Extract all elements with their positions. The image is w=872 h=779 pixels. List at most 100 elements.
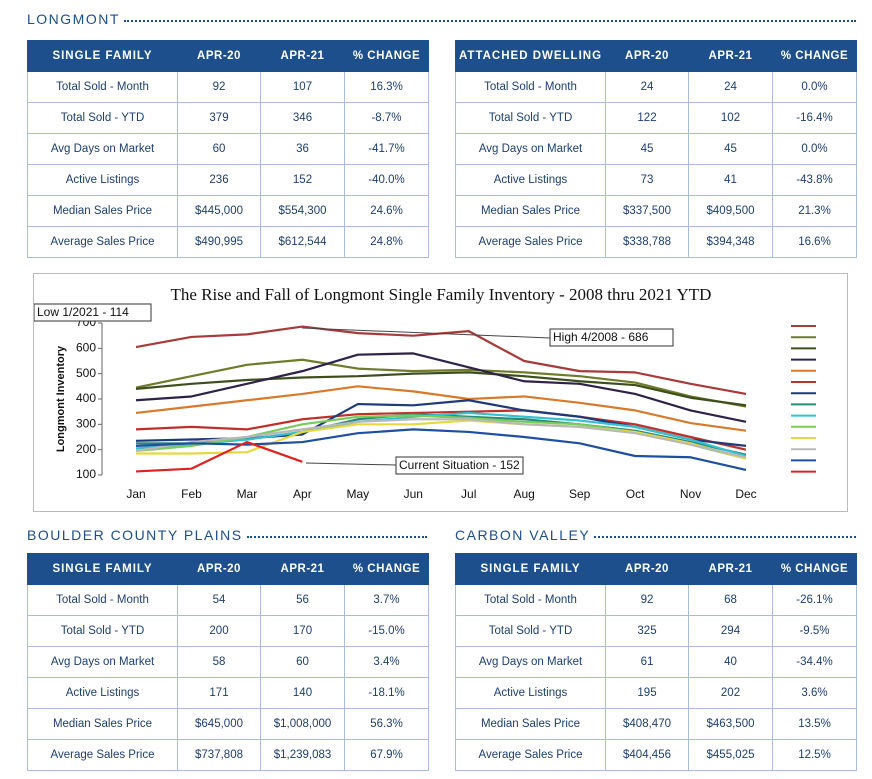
cell: $408,470 [605, 708, 689, 740]
row: Total Sold - YTD 379 346 -8.7% [27, 102, 429, 134]
cell: Average Sales Price [455, 226, 606, 258]
cell: Median Sales Price [455, 708, 606, 740]
row: Active Listings 73 41 -43.8% [455, 164, 857, 196]
header-cell: SINGLE FAMILY [455, 553, 606, 585]
dotted-rule [123, 20, 856, 22]
series-line [136, 419, 747, 460]
row: Avg Days on Market 61 40 -34.4% [455, 646, 857, 678]
cell: 92 [605, 584, 689, 616]
header-cell: APR-20 [177, 40, 261, 72]
x-tick-label: Dec [735, 487, 756, 501]
row: Average Sales Price $338,788 $394,348 16.6% [455, 226, 857, 258]
x-tick-label: Oct [626, 487, 645, 501]
cell: 170 [260, 615, 345, 647]
header-cell: SINGLE FAMILY [27, 40, 178, 72]
cell: Avg Days on Market [455, 646, 606, 678]
cell: 73 [605, 164, 689, 196]
cell: 61 [605, 646, 689, 678]
cell: Total Sold - YTD [455, 615, 606, 647]
cell: 12.5% [772, 739, 857, 771]
cell: Active Listings [27, 677, 178, 709]
annotation: High 4/2008 - 686 [553, 330, 649, 344]
cell: 92 [177, 71, 261, 103]
cell: $404,456 [605, 739, 689, 771]
series-line [135, 385, 747, 432]
annotation-leader [305, 462, 397, 466]
x-tick-label: Mar [237, 487, 258, 501]
header-cell: % CHANGE [772, 553, 857, 585]
y-tick-label: 300 [76, 417, 96, 431]
row: Average Sales Price $490,995 $612,544 24.8% [27, 226, 429, 258]
cell: 41 [688, 164, 773, 196]
cell: Avg Days on Market [27, 133, 178, 165]
header-cell: APR-21 [260, 40, 345, 72]
x-tick-label: May [346, 487, 369, 501]
cell: Total Sold - Month [455, 584, 606, 616]
cell: Avg Days on Market [455, 133, 606, 165]
header-row: SINGLE FAMILY APR-20 APR-21% CHANGE [455, 553, 857, 585]
series-line [135, 352, 747, 423]
cell: 60 [177, 133, 261, 165]
cell: 171 [177, 677, 261, 709]
cell: Total Sold - YTD [27, 615, 178, 647]
cell: 200 [177, 615, 261, 647]
chart: The Rise and Fall of Longmont Single Fam… [33, 285, 816, 501]
cell: -18.1% [344, 677, 429, 709]
cell: Active Listings [455, 677, 606, 709]
cell: 45 [688, 133, 773, 165]
header-row: SINGLE FAMILY APR-20 APR-21% CHANGE [27, 553, 429, 585]
cell: -40.0% [344, 164, 429, 196]
cell: 107 [260, 71, 345, 103]
series-line [135, 358, 747, 408]
cell: 60 [260, 646, 345, 678]
cell: $737,808 [177, 739, 261, 771]
cell: 346 [260, 102, 345, 134]
header-cell: APR-20 [605, 40, 689, 72]
section-title-text: LONGMONT [27, 11, 120, 27]
cell: -16.4% [772, 102, 857, 134]
series-line [135, 371, 747, 407]
section-title: LONGMONT [27, 10, 856, 28]
cell: 0.0% [772, 71, 857, 103]
cell: 3.7% [344, 584, 429, 616]
row: Total Sold - Month 92 107 16.3% [27, 71, 429, 103]
cell: -34.4% [772, 646, 857, 678]
section-title: BOULDER COUNTY PLAINS [27, 526, 427, 544]
x-tick-label: Nov [680, 487, 701, 501]
row: Avg Days on Market 60 36 -41.7% [27, 133, 429, 165]
cell: 152 [260, 164, 345, 196]
annotation-box [549, 328, 674, 347]
cell: 0.0% [772, 133, 857, 165]
cell: 24 [688, 71, 773, 103]
cell: 16.6% [772, 226, 857, 258]
cell: 36 [260, 133, 345, 165]
chart-box: The Rise and Fall of Longmont Single Fam… [33, 273, 848, 512]
cell: $1,239,083 [260, 739, 345, 771]
header-cell: % CHANGE [772, 40, 857, 72]
cell: 21.3% [772, 195, 857, 227]
cell: Total Sold - Month [455, 71, 606, 103]
cell: -43.8% [772, 164, 857, 196]
row: Avg Days on Market 45 45 0.0% [455, 133, 857, 165]
header-cell: SINGLE FAMILY [27, 553, 178, 585]
header-row: ATTACHED DWELLING APR-20 APR-21% CHANGE [455, 40, 857, 72]
row: Active Listings 195 202 3.6% [455, 677, 857, 709]
cell: Average Sales Price [27, 739, 178, 771]
y-tick-label: 400 [76, 391, 96, 405]
series-line [135, 411, 747, 458]
cell: Total Sold - YTD [27, 102, 178, 134]
annotation-leader [301, 327, 551, 339]
y-tick-label: 100 [76, 467, 96, 481]
cell: 202 [688, 677, 773, 709]
cell: 325 [605, 615, 689, 647]
cell: $645,000 [177, 708, 261, 740]
y-tick-label: 600 [76, 341, 96, 355]
cell: 24.8% [344, 226, 429, 258]
row: Average Sales Price $404,456 $455,025 12.5% [455, 739, 857, 771]
cell: Total Sold - Month [27, 584, 178, 616]
stats-table: SINGLE FAMILY APR-20 APR-21% CHANGE Total S… [27, 40, 429, 258]
series-line [135, 409, 747, 451]
x-tick-label: Sep [569, 487, 591, 501]
cell: -41.7% [344, 133, 429, 165]
cell: $1,008,000 [260, 708, 345, 740]
